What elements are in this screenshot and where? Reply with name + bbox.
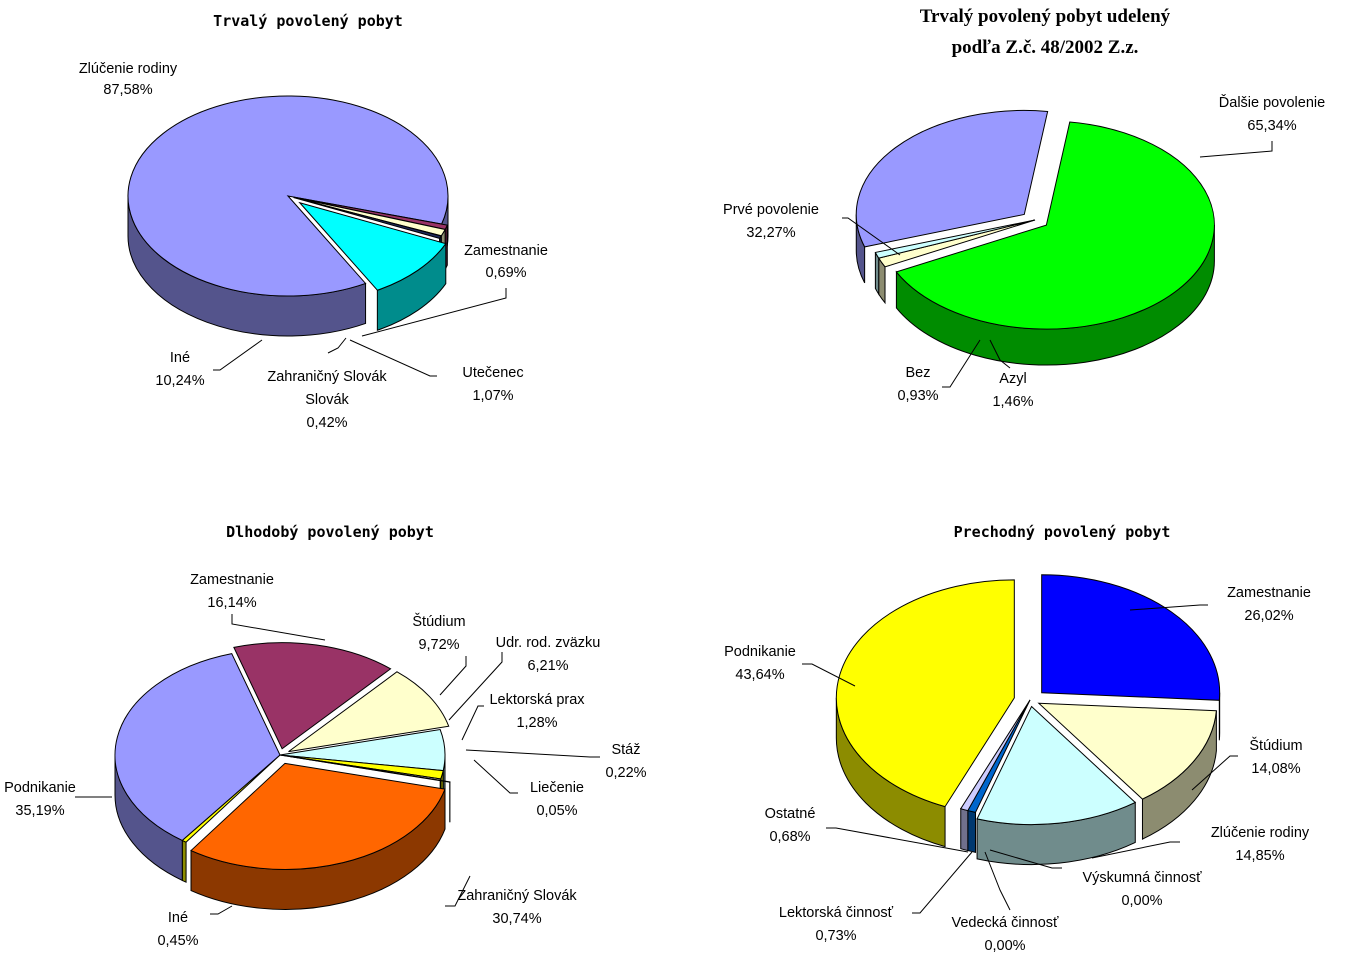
data-label-name: Vedecká činnosť bbox=[951, 915, 1059, 931]
chart-2-title-line-2: podľa Z.č. 48/2002 Z.z. bbox=[952, 37, 1139, 58]
chart-1-pie bbox=[128, 96, 448, 336]
data-label-value: 43,64% bbox=[735, 667, 784, 683]
leader-line bbox=[826, 828, 968, 852]
leader-line bbox=[466, 750, 600, 757]
pie-slice-side bbox=[968, 811, 976, 853]
data-label-value: 6,21% bbox=[527, 658, 568, 674]
data-label-value: 87,58% bbox=[103, 82, 152, 98]
chart-3-pie bbox=[115, 643, 450, 910]
leader-line bbox=[1200, 141, 1272, 157]
chart-4-title: Prechodný povolený pobyt bbox=[954, 523, 1171, 541]
data-label-name: Podnikanie bbox=[724, 644, 796, 660]
data-label-name: Udr. rod. zväzku bbox=[496, 635, 601, 651]
data-label-name: Stáž bbox=[611, 742, 640, 758]
data-label-name: Utečenec bbox=[462, 365, 523, 381]
data-label-name: Iné bbox=[168, 910, 188, 926]
data-label-value: 16,14% bbox=[207, 595, 256, 611]
pie-slice-side bbox=[875, 252, 878, 294]
data-label-value: 0,22% bbox=[605, 765, 646, 781]
data-label-name: Výskumná činnosť bbox=[1082, 870, 1202, 886]
data-label-value: 1,28% bbox=[516, 715, 557, 731]
data-label-name: Ostatné bbox=[765, 806, 816, 822]
data-label-name: Štúdium bbox=[412, 613, 465, 630]
data-label-value: 30,74% bbox=[492, 911, 541, 927]
data-label-value: 0,68% bbox=[769, 829, 810, 845]
leader-line bbox=[210, 906, 232, 914]
data-label-value: 0,05% bbox=[536, 803, 577, 819]
data-label-value: 9,72% bbox=[418, 637, 459, 653]
data-label-name: Zlúčenie rodiny bbox=[1211, 825, 1310, 841]
data-label-value: 0,00% bbox=[1121, 893, 1162, 909]
data-label-value: 14,85% bbox=[1235, 848, 1284, 864]
chart-2-pie bbox=[856, 110, 1214, 365]
data-label-value: 0,45% bbox=[157, 933, 198, 949]
data-label-name: Ďalšie povolenie bbox=[1219, 94, 1325, 111]
data-label-slovak: Slovák bbox=[305, 392, 349, 408]
data-label-name: Zamestnanie bbox=[1227, 585, 1311, 601]
data-label-value: 26,02% bbox=[1244, 608, 1293, 624]
pie-slice-side bbox=[182, 840, 186, 882]
leader-line bbox=[232, 614, 325, 640]
data-label-value: 0,93% bbox=[897, 388, 938, 404]
data-label-name: Zamestnanie bbox=[464, 243, 548, 259]
data-label-value: 32,27% bbox=[746, 225, 795, 241]
pie-slice bbox=[856, 110, 1047, 246]
chart-4-pie bbox=[836, 575, 1219, 865]
chart-2-title-line-1: Trvalý povolený pobyt udelený bbox=[920, 6, 1171, 27]
chart-1-pie-tops bbox=[128, 96, 448, 296]
data-label-value: 0,69% bbox=[485, 265, 526, 281]
leader-line bbox=[474, 760, 518, 793]
leader-line bbox=[328, 338, 346, 353]
leader-line bbox=[440, 656, 466, 695]
data-label-value: 65,34% bbox=[1247, 118, 1296, 134]
leader-line bbox=[449, 652, 502, 720]
pie-slice-side bbox=[961, 809, 968, 851]
data-label-name: Lektorská činnosť bbox=[779, 905, 894, 921]
leader-line bbox=[462, 706, 484, 740]
data-label-name: Bez bbox=[906, 365, 931, 381]
data-label-name: Lektorská prax bbox=[489, 692, 585, 708]
leader-line bbox=[912, 852, 972, 913]
data-label-name: Zamestnanie bbox=[190, 572, 274, 588]
data-label-value: 0,42% bbox=[306, 415, 347, 431]
pie-slices bbox=[115, 96, 1220, 909]
data-label-value: 1,07% bbox=[472, 388, 513, 404]
data-label-name: Zahraničný Slovák bbox=[267, 369, 387, 385]
data-label-name: Prvé povolenie bbox=[723, 202, 819, 218]
data-label-value: 14,08% bbox=[1251, 761, 1300, 777]
chart-1-title: Trvalý povolený pobyt bbox=[213, 12, 403, 30]
data-label-name: Liečenie bbox=[530, 780, 584, 796]
data-label-name: Azyl bbox=[999, 371, 1026, 387]
data-label-name: Zahraničný Slovák bbox=[457, 888, 577, 904]
data-label-value: 0,00% bbox=[984, 938, 1025, 954]
data-label-name: Štúdium bbox=[1249, 737, 1302, 754]
data-label-name: Iné bbox=[170, 350, 190, 366]
chart-3-title: Dlhodobý povolený pobyt bbox=[226, 523, 434, 541]
data-label-value: 35,19% bbox=[15, 803, 64, 819]
data-label-name: Zlúčenie rodiny bbox=[79, 61, 178, 77]
pie-slice bbox=[1042, 575, 1220, 701]
data-label-value: 0,73% bbox=[815, 928, 856, 944]
data-label-value: 1,46% bbox=[992, 394, 1033, 410]
leader-line bbox=[213, 340, 262, 370]
data-label-value: 10,24% bbox=[155, 373, 204, 389]
data-label-name: Podnikanie bbox=[4, 780, 76, 796]
